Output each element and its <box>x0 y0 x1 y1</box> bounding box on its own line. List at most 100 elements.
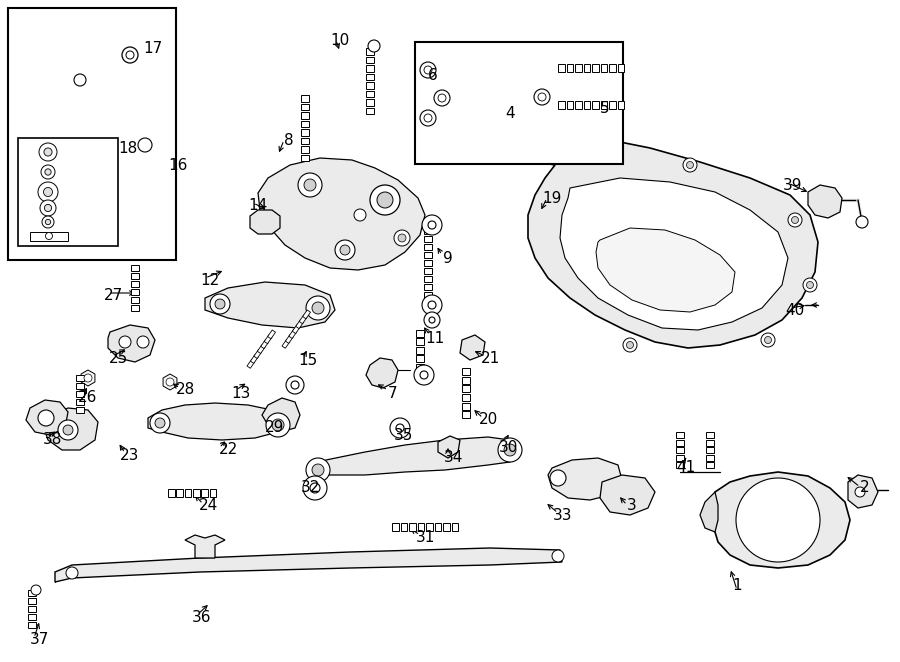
Circle shape <box>370 185 400 215</box>
Bar <box>416 338 424 345</box>
Text: 36: 36 <box>193 610 212 626</box>
Circle shape <box>335 240 355 260</box>
Text: 35: 35 <box>393 428 413 442</box>
Circle shape <box>533 138 547 152</box>
Bar <box>583 101 590 109</box>
Circle shape <box>31 585 41 595</box>
Circle shape <box>45 219 50 224</box>
Circle shape <box>286 376 304 394</box>
Bar <box>366 82 374 89</box>
Text: 40: 40 <box>786 303 805 318</box>
Circle shape <box>414 365 434 385</box>
Text: 31: 31 <box>415 530 435 545</box>
Circle shape <box>210 294 230 314</box>
Circle shape <box>796 516 804 524</box>
Bar <box>558 101 565 109</box>
Text: 26: 26 <box>78 391 98 406</box>
Circle shape <box>306 458 330 482</box>
Text: 12: 12 <box>201 273 220 287</box>
Bar <box>302 310 310 319</box>
Text: 4: 4 <box>505 105 515 120</box>
Circle shape <box>137 336 149 348</box>
Bar <box>76 407 84 413</box>
Circle shape <box>340 245 350 255</box>
Circle shape <box>504 444 516 456</box>
Circle shape <box>430 107 440 117</box>
Circle shape <box>377 192 393 208</box>
Bar <box>462 411 470 418</box>
Circle shape <box>390 418 410 438</box>
Text: 3: 3 <box>627 498 637 512</box>
Circle shape <box>304 179 316 191</box>
Circle shape <box>420 371 428 379</box>
Circle shape <box>623 338 637 352</box>
Circle shape <box>434 90 450 106</box>
Polygon shape <box>712 472 850 568</box>
Bar <box>285 334 293 344</box>
Bar <box>257 345 266 354</box>
Circle shape <box>757 530 764 536</box>
Circle shape <box>424 114 432 122</box>
Text: 7: 7 <box>388 385 398 401</box>
Bar <box>366 73 374 80</box>
Circle shape <box>626 342 634 348</box>
Circle shape <box>266 413 290 437</box>
Bar <box>193 489 200 497</box>
Circle shape <box>534 89 550 105</box>
Bar <box>28 622 36 628</box>
Bar <box>265 335 272 344</box>
Circle shape <box>536 142 544 148</box>
Bar <box>609 64 616 72</box>
Text: 24: 24 <box>198 498 218 514</box>
Circle shape <box>856 216 868 228</box>
Bar <box>400 523 408 531</box>
Bar <box>424 244 432 250</box>
Bar <box>706 448 714 453</box>
Text: 5: 5 <box>600 101 610 115</box>
Circle shape <box>422 295 442 315</box>
Bar <box>452 523 458 531</box>
Bar <box>392 523 399 531</box>
Bar <box>366 48 374 55</box>
Bar <box>28 598 36 604</box>
Circle shape <box>119 336 131 348</box>
Bar <box>424 276 432 283</box>
Text: 32: 32 <box>301 481 320 495</box>
Bar <box>575 64 581 72</box>
Bar <box>592 101 598 109</box>
Circle shape <box>424 66 432 74</box>
Bar <box>8 8 176 260</box>
Bar <box>131 289 139 295</box>
Bar <box>28 590 36 596</box>
Circle shape <box>42 216 54 228</box>
Bar <box>250 355 258 363</box>
Polygon shape <box>38 58 58 72</box>
Circle shape <box>215 299 225 309</box>
Bar <box>184 489 192 497</box>
Bar <box>131 305 139 311</box>
Polygon shape <box>81 370 94 386</box>
Bar <box>676 440 684 446</box>
Circle shape <box>84 374 92 382</box>
Polygon shape <box>312 437 515 475</box>
Bar <box>443 523 450 531</box>
Circle shape <box>420 62 436 78</box>
Text: 21: 21 <box>481 350 500 365</box>
Bar <box>76 391 84 397</box>
Text: 38: 38 <box>42 432 62 448</box>
Polygon shape <box>366 358 398 388</box>
Circle shape <box>552 550 564 562</box>
Bar <box>600 64 608 72</box>
Bar <box>617 64 625 72</box>
Bar <box>131 273 139 279</box>
Circle shape <box>46 232 52 240</box>
Bar <box>366 56 374 64</box>
Polygon shape <box>55 548 562 582</box>
Circle shape <box>788 213 802 227</box>
Bar <box>296 320 303 328</box>
Circle shape <box>748 490 808 550</box>
Text: 19: 19 <box>543 191 562 205</box>
Circle shape <box>122 47 138 63</box>
Circle shape <box>498 438 522 462</box>
Bar <box>301 120 309 127</box>
